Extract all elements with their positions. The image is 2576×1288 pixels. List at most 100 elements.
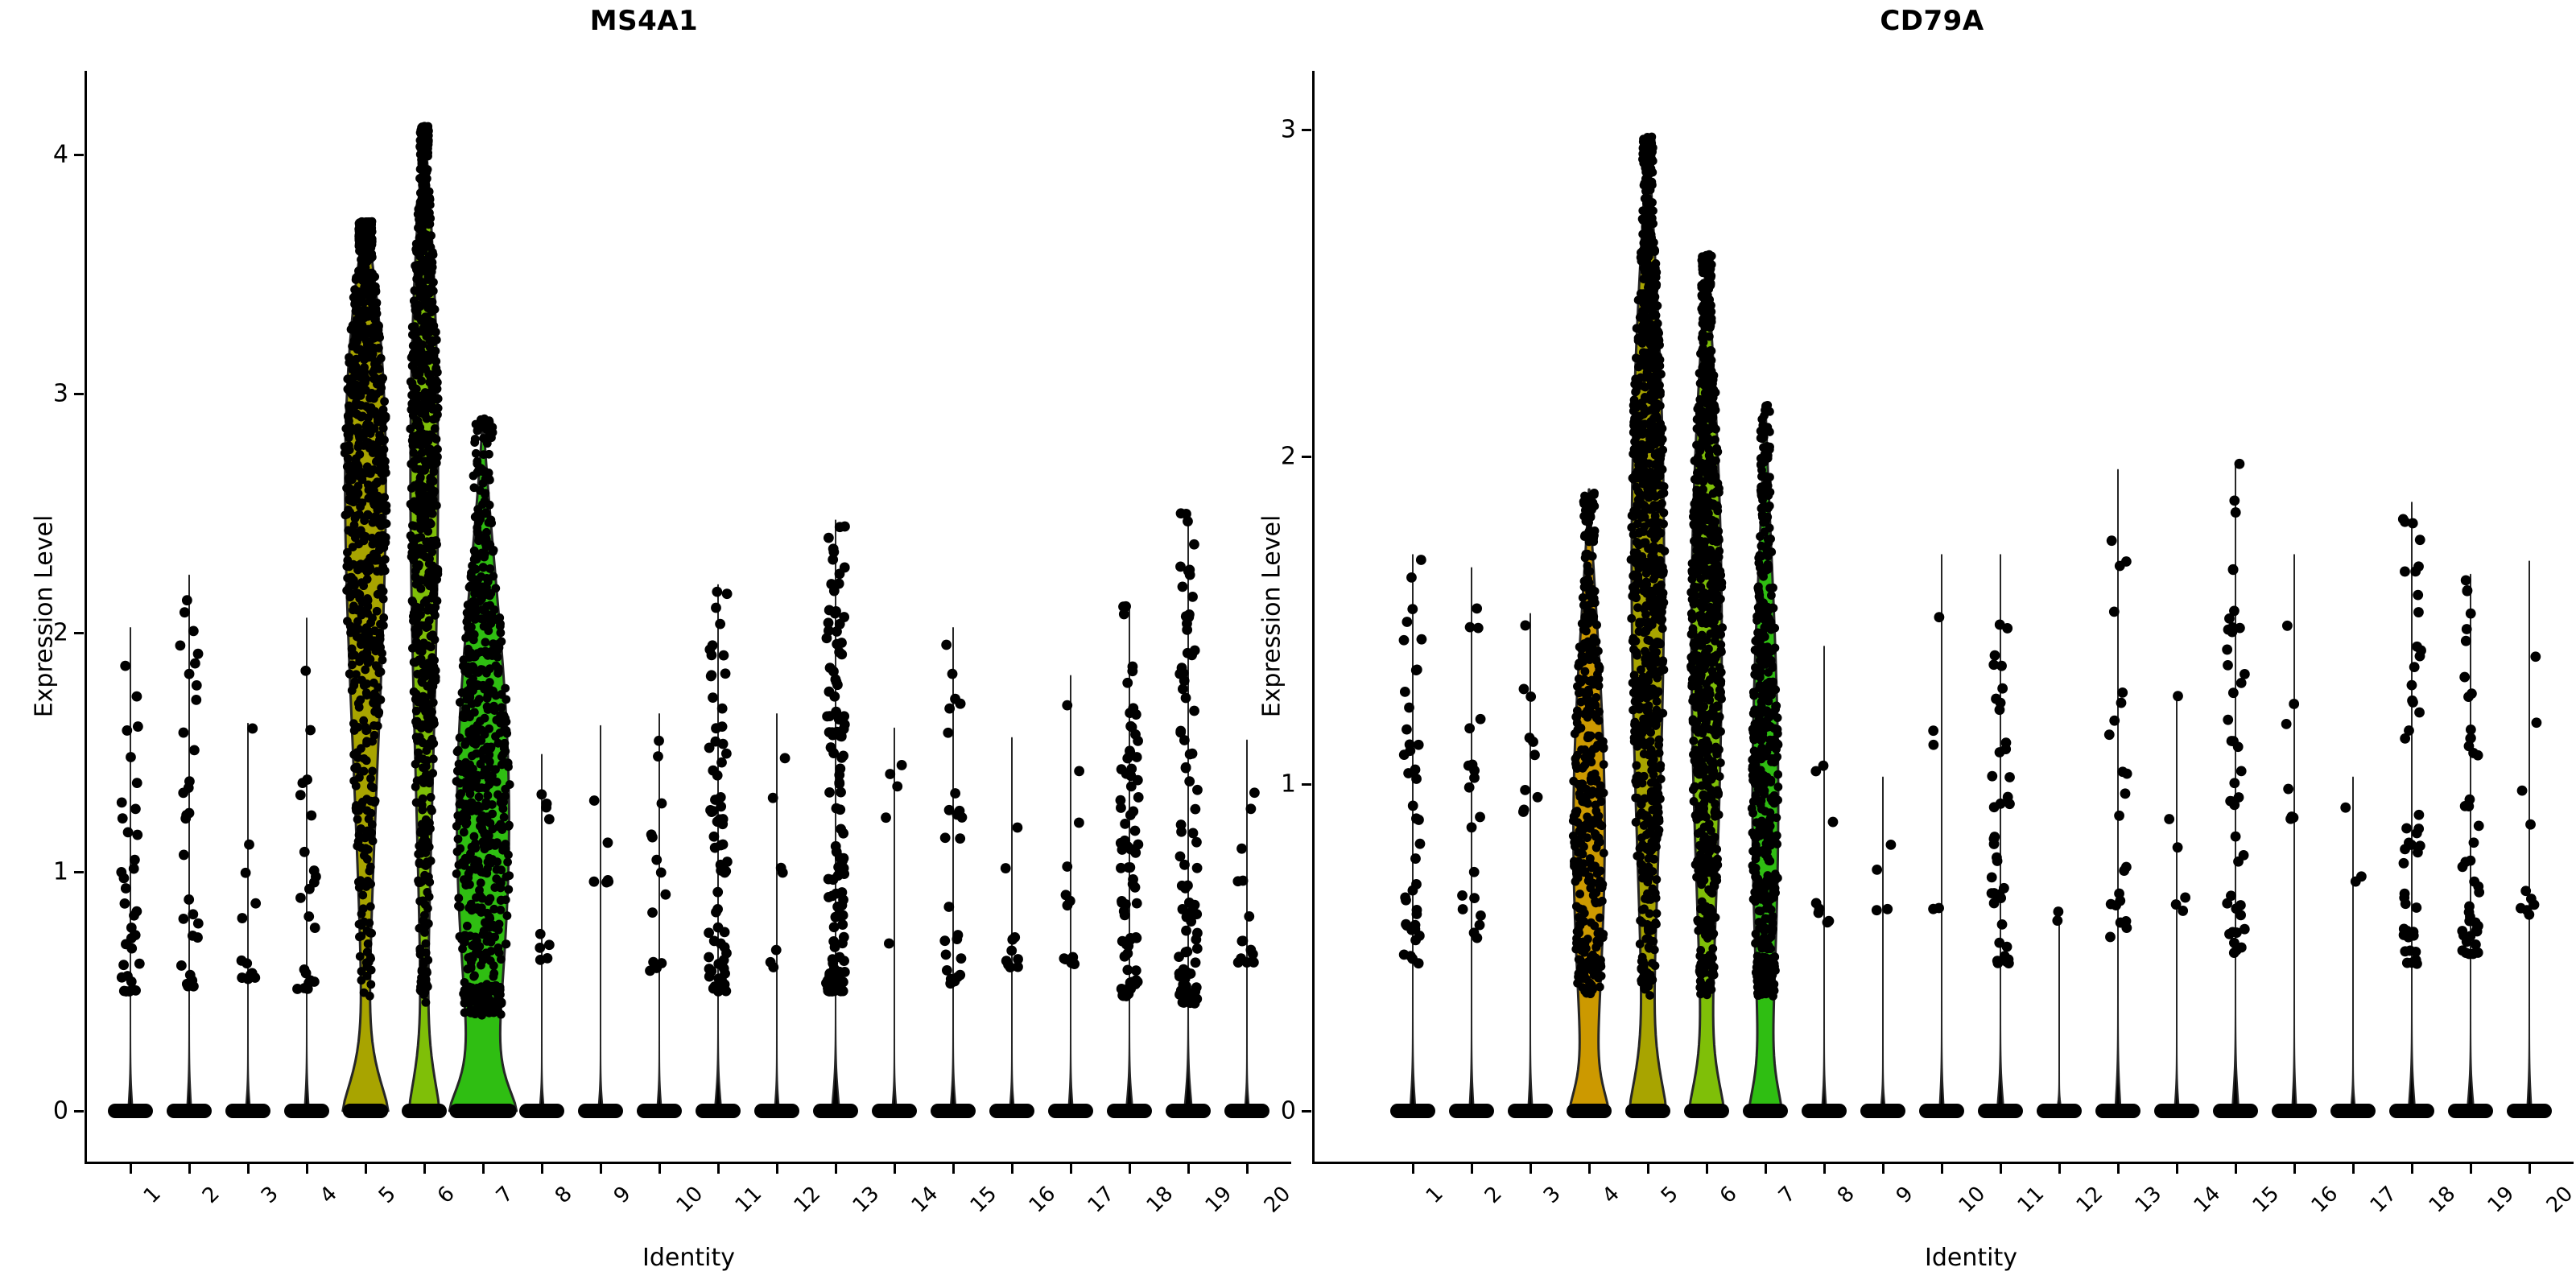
- expression-point: [499, 812, 509, 822]
- expression-point: [1635, 489, 1645, 499]
- expression-point: [426, 671, 436, 680]
- expression-point: [648, 956, 659, 968]
- expression-point: [1466, 822, 1477, 833]
- expression-point: [179, 607, 190, 618]
- expression-point: [1120, 819, 1130, 829]
- zero-baseline-9: [578, 1104, 623, 1118]
- expression-point: [376, 667, 386, 676]
- expression-point: [1641, 291, 1650, 301]
- expression-point: [708, 831, 720, 842]
- expression-point: [1520, 620, 1531, 631]
- expression-point: [719, 942, 730, 953]
- expression-point: [423, 712, 432, 721]
- expression-point: [834, 568, 845, 580]
- expression-point: [824, 625, 834, 636]
- plot-area-ms4a1: [108, 122, 1269, 1118]
- expression-point: [498, 845, 508, 855]
- expression-point: [369, 283, 379, 291]
- expression-point: [357, 797, 367, 807]
- expression-point: [881, 812, 891, 824]
- expression-point: [361, 665, 370, 675]
- expression-point: [428, 698, 438, 708]
- expression-point: [1634, 427, 1644, 436]
- expression-point: [378, 655, 387, 665]
- expression-point: [365, 928, 375, 938]
- expression-point: [470, 589, 480, 598]
- expression-point: [656, 798, 667, 809]
- expression-point: [466, 848, 475, 858]
- expression-point: [1643, 620, 1653, 630]
- expression-point: [462, 763, 472, 773]
- expression-point: [1189, 705, 1199, 716]
- expression-point: [353, 765, 362, 774]
- expression-point: [309, 923, 320, 933]
- expression-point: [950, 693, 960, 704]
- expression-point: [1175, 725, 1187, 737]
- expression-point: [1641, 312, 1651, 322]
- expression-point: [1398, 634, 1410, 646]
- expression-point: [372, 309, 382, 318]
- expression-point: [839, 967, 850, 977]
- expression-point: [1641, 361, 1650, 371]
- expression-point: [474, 533, 484, 543]
- expression-point: [1643, 877, 1653, 887]
- zero-baseline-12: [754, 1104, 799, 1118]
- expression-point: [421, 939, 431, 948]
- expression-point: [344, 433, 353, 443]
- violin-shape-1: [1409, 554, 1417, 1112]
- expression-point: [374, 531, 384, 541]
- expression-point: [1649, 937, 1658, 946]
- expression-point: [1641, 609, 1650, 619]
- expression-point: [409, 658, 419, 667]
- expression-point: [1637, 964, 1646, 974]
- expression-point: [454, 902, 463, 910]
- expression-point: [1649, 481, 1659, 491]
- expression-point: [829, 942, 840, 952]
- expression-point: [415, 349, 423, 359]
- expression-point: [496, 628, 506, 638]
- expression-point: [364, 814, 374, 824]
- expression-point: [425, 342, 435, 352]
- expression-point: [1401, 894, 1411, 906]
- expression-point: [1125, 977, 1136, 989]
- expression-point: [489, 961, 498, 971]
- expression-point: [1125, 844, 1136, 855]
- x-axis-label-ms4a1: Identity: [642, 1244, 735, 1272]
- expression-point: [357, 498, 367, 508]
- expression-point: [824, 786, 835, 798]
- expression-point: [126, 933, 137, 943]
- expression-point: [344, 442, 353, 452]
- expression-point: [1711, 636, 1719, 646]
- expression-point: [481, 948, 491, 958]
- expression-point: [422, 980, 431, 989]
- expression-point: [1656, 437, 1666, 447]
- expression-point: [359, 221, 369, 231]
- expression-point: [1656, 764, 1665, 773]
- expression-point: [941, 639, 952, 650]
- expression-point: [126, 943, 138, 954]
- expression-point: [424, 724, 433, 733]
- violin-shape-20: [1244, 739, 1250, 1112]
- expression-point: [655, 867, 667, 878]
- expression-point: [1651, 785, 1661, 795]
- expression-point: [704, 927, 714, 939]
- expression-point: [178, 727, 189, 738]
- expression-point: [304, 883, 315, 894]
- expression-point: [1122, 964, 1133, 976]
- expression-point: [410, 522, 419, 530]
- expression-point: [1654, 518, 1664, 527]
- expression-point: [431, 610, 440, 620]
- expression-point: [347, 572, 356, 582]
- zero-baseline-14: [872, 1104, 917, 1118]
- expression-point: [485, 449, 493, 459]
- expression-point: [378, 374, 387, 383]
- expression-point: [130, 803, 141, 815]
- expression-point: [1654, 336, 1664, 345]
- expression-point: [1469, 893, 1480, 904]
- expression-point: [1575, 789, 1584, 799]
- expression-point: [415, 878, 425, 887]
- expression-point: [470, 547, 479, 556]
- expression-point: [1698, 329, 1707, 338]
- expression-point: [429, 589, 438, 599]
